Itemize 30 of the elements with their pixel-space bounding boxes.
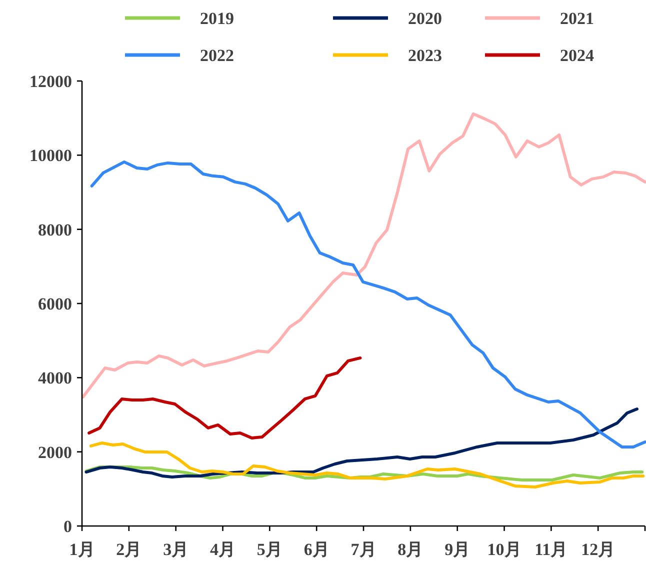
legend-label: 2019: [200, 9, 234, 28]
line-series: [88, 356, 362, 440]
x-tick-label: 2月: [116, 540, 142, 559]
x-tick-label: 10月: [487, 540, 522, 559]
y-tick-label: 10000: [30, 146, 72, 166]
y-tick-label: 4000: [38, 368, 72, 388]
legend-label: 2021: [560, 9, 594, 28]
legend-label: 2020: [408, 9, 442, 28]
y-tick-label: 12000: [30, 72, 72, 91]
y-tick-label: 2000: [38, 442, 72, 462]
x-tick-label: 3月: [163, 540, 189, 559]
y-tick-label: 8000: [38, 220, 72, 240]
x-tick-label: 11月: [534, 540, 568, 559]
line-series: [89, 441, 645, 488]
line-series: [81, 112, 646, 398]
x-tick-label: 12月: [581, 540, 616, 559]
y-tick-label: 0: [64, 517, 72, 536]
x-tick-label: 9月: [444, 540, 470, 559]
legend-label: 2024: [560, 46, 594, 65]
x-tick-label: 1月: [69, 540, 95, 559]
x-tick-label: 7月: [350, 540, 376, 559]
y-tick-label: 6000: [38, 294, 72, 314]
x-tick-label: 5月: [256, 540, 282, 559]
x-tick-label: 6月: [304, 540, 330, 559]
legend-label: 2023: [408, 46, 442, 65]
line-series: [90, 160, 646, 448]
x-tick-label: 8月: [398, 540, 424, 559]
legend-label: 2022: [200, 46, 234, 65]
x-tick-label: 4月: [210, 540, 236, 559]
line-series: [84, 408, 639, 478]
